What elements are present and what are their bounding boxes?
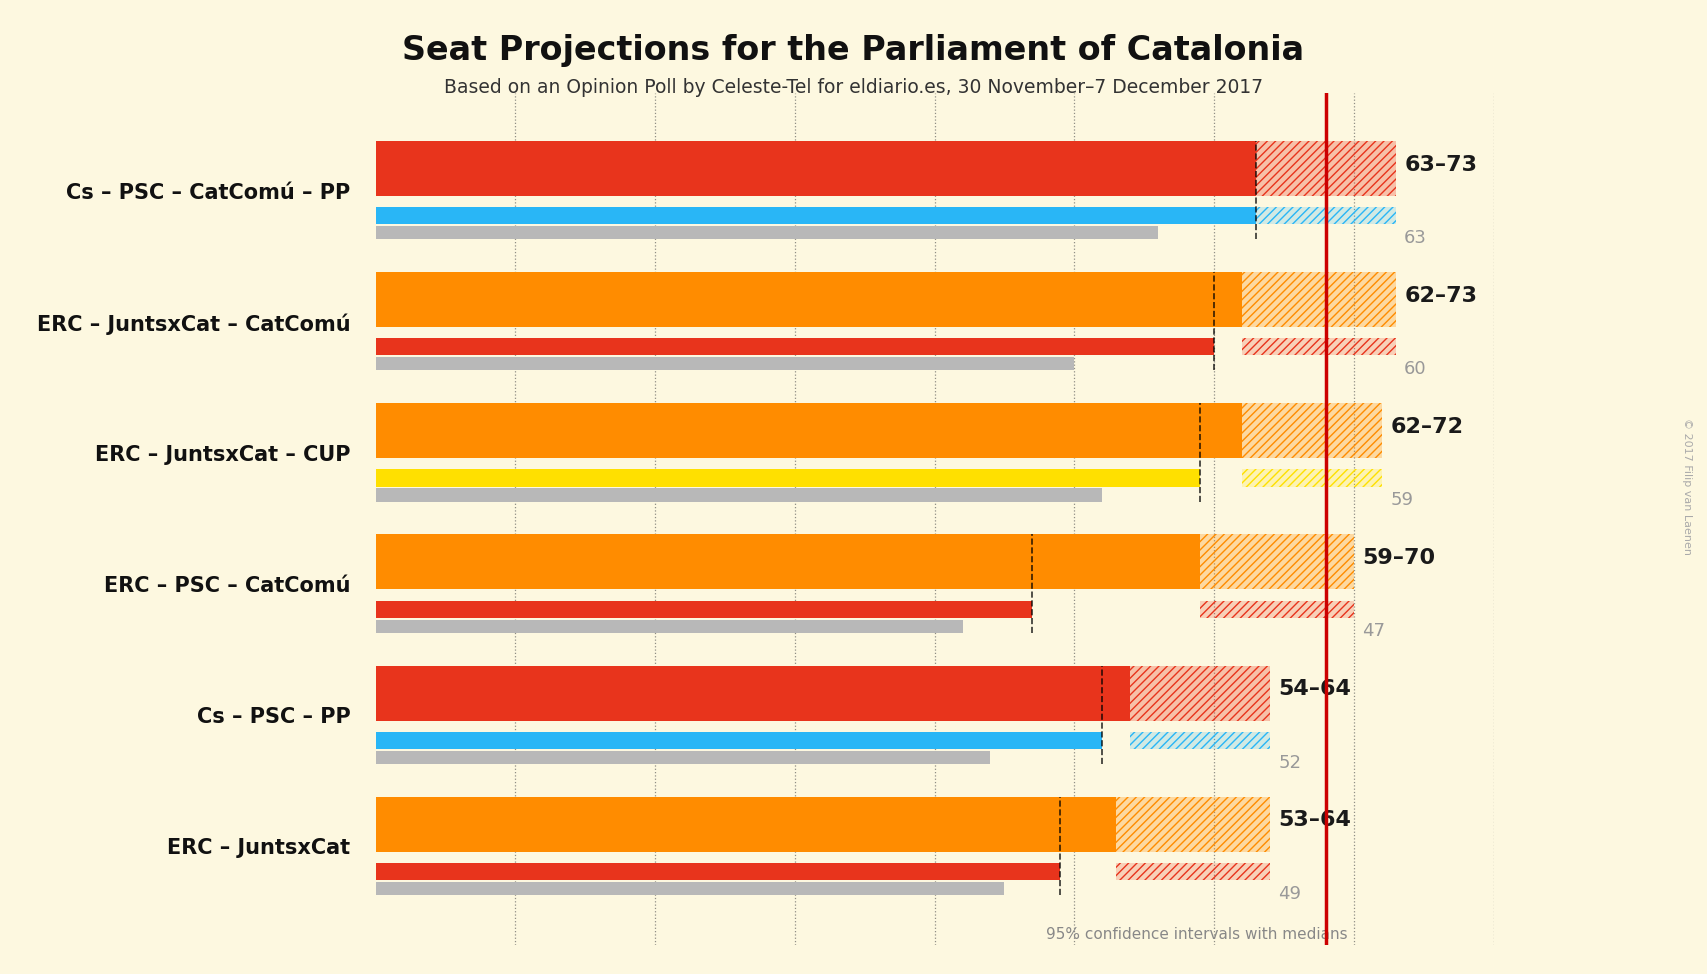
Text: 52: 52: [1279, 754, 1301, 771]
Bar: [376, 619, 963, 633]
Text: 54–64: 54–64: [1279, 679, 1352, 699]
Bar: [376, 403, 1243, 459]
Bar: [376, 272, 1243, 327]
Bar: [1130, 731, 1270, 749]
Bar: [376, 489, 1103, 502]
Bar: [1256, 207, 1396, 224]
Bar: [1200, 403, 1383, 459]
Text: 59–70: 59–70: [1362, 548, 1436, 568]
Bar: [1243, 338, 1396, 356]
Bar: [1060, 797, 1270, 851]
Text: 62–72: 62–72: [1389, 417, 1463, 437]
Bar: [376, 535, 1200, 589]
Bar: [1256, 207, 1396, 224]
Bar: [376, 881, 1004, 895]
Text: 63: 63: [1405, 229, 1427, 247]
Bar: [376, 601, 1033, 618]
Bar: [1243, 403, 1383, 459]
Bar: [1256, 141, 1396, 196]
Bar: [376, 357, 1074, 370]
Text: 63–73: 63–73: [1405, 155, 1477, 174]
Bar: [376, 141, 1256, 196]
Bar: [1243, 469, 1383, 487]
Bar: [1103, 665, 1270, 721]
Bar: [1130, 665, 1270, 721]
Bar: [376, 338, 1214, 356]
Bar: [1243, 338, 1396, 356]
Bar: [1116, 863, 1270, 880]
Bar: [1200, 601, 1354, 618]
Bar: [1116, 797, 1270, 851]
Text: Seat Projections for the Parliament of Catalonia: Seat Projections for the Parliament of C…: [403, 34, 1304, 67]
Text: 62–73: 62–73: [1405, 285, 1477, 306]
Text: 59: 59: [1389, 491, 1413, 509]
Text: 47: 47: [1362, 622, 1386, 641]
Bar: [376, 207, 1256, 224]
Bar: [1200, 601, 1354, 618]
Bar: [1033, 535, 1354, 589]
Bar: [376, 731, 1103, 749]
Bar: [376, 863, 1060, 880]
Bar: [1130, 731, 1270, 749]
Text: 95% confidence intervals with medians: 95% confidence intervals with medians: [1046, 927, 1349, 942]
Bar: [376, 751, 990, 764]
Bar: [376, 797, 1116, 851]
Bar: [1256, 141, 1396, 196]
Bar: [376, 665, 1130, 721]
Bar: [1214, 272, 1396, 327]
Bar: [1116, 863, 1270, 880]
Text: © 2017 Filip van Laenen: © 2017 Filip van Laenen: [1681, 419, 1692, 555]
Text: 53–64: 53–64: [1279, 810, 1352, 830]
Bar: [1200, 535, 1354, 589]
Bar: [1243, 469, 1383, 487]
Text: 60: 60: [1405, 360, 1427, 378]
Bar: [376, 469, 1200, 487]
Text: 49: 49: [1279, 884, 1301, 903]
Bar: [1243, 272, 1396, 327]
Text: Based on an Opinion Poll by Celeste-Tel for eldiario.es, 30 November–7 December : Based on an Opinion Poll by Celeste-Tel …: [444, 78, 1263, 97]
Bar: [376, 226, 1159, 240]
